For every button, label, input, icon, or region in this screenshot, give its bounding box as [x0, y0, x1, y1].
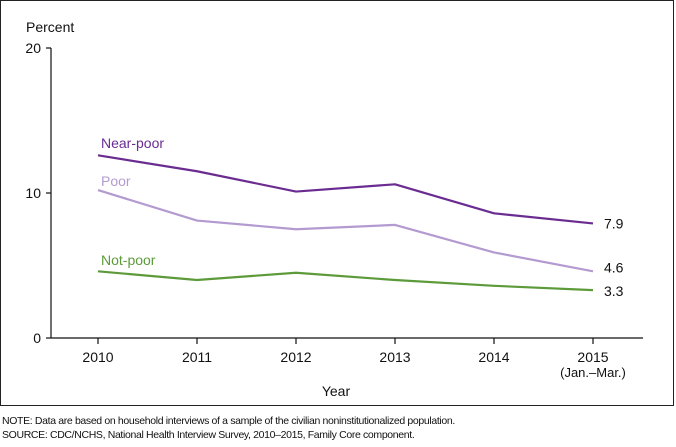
series-label-near-poor: Near-poor	[101, 135, 164, 151]
x-tick-label: 2014	[478, 349, 509, 365]
x-tick-sublabel: (Jan.–Mar.)	[560, 365, 626, 380]
x-tick-label: 2013	[379, 349, 410, 365]
series-line-near-poor	[97, 154, 594, 225]
series-label-poor: Poor	[101, 173, 131, 189]
chart-source: SOURCE: CDC/NCHS, National Health Interv…	[2, 429, 415, 441]
line-chart: 0 10 20 Percent 2010 2011 2012 2013 2014 2015(Jan…	[25, 19, 643, 399]
x-tick-label: 2010	[82, 349, 113, 365]
x-tick-label: 2012	[280, 349, 311, 365]
chart-note: NOTE: Data are based on household interv…	[2, 415, 455, 427]
y-tick-label: 0	[33, 330, 41, 346]
y-tick-label: 20	[25, 40, 41, 56]
y-axis-label: Percent	[26, 19, 74, 35]
series-line-not-poor	[97, 270, 594, 292]
x-axis-label: Year	[322, 383, 351, 399]
series-label-not-poor: Not-poor	[101, 252, 156, 268]
chart-frame	[0, 0, 674, 406]
end-value-label-poor: 4.6	[604, 259, 624, 275]
y-tick-label: 10	[25, 185, 41, 201]
x-tick-label: 2011	[182, 349, 212, 365]
x-tick-label: 2015	[577, 349, 608, 365]
end-value-label-near-poor: 7.9	[604, 215, 624, 231]
end-value-label-not-poor: 3.3	[604, 283, 624, 299]
series-line-poor	[97, 189, 594, 273]
